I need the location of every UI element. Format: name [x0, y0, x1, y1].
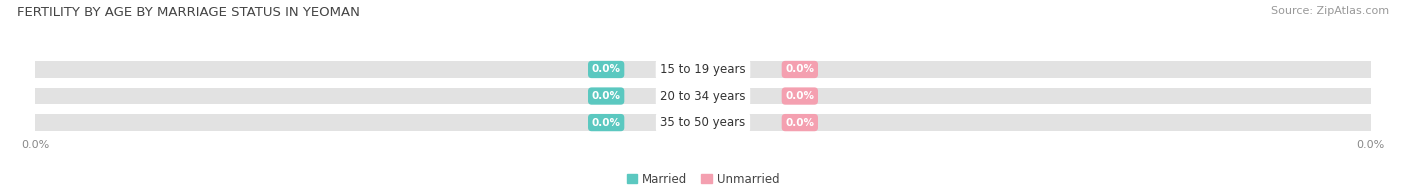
- Text: 0.0%: 0.0%: [786, 118, 814, 128]
- Text: Source: ZipAtlas.com: Source: ZipAtlas.com: [1271, 6, 1389, 16]
- Text: 20 to 34 years: 20 to 34 years: [661, 90, 745, 103]
- Text: 0.0%: 0.0%: [592, 91, 620, 101]
- Text: 0.0%: 0.0%: [592, 118, 620, 128]
- Legend: Married, Unmarried: Married, Unmarried: [621, 168, 785, 191]
- Text: 0.0%: 0.0%: [592, 64, 620, 74]
- Text: 0.0%: 0.0%: [786, 91, 814, 101]
- Text: FERTILITY BY AGE BY MARRIAGE STATUS IN YEOMAN: FERTILITY BY AGE BY MARRIAGE STATUS IN Y…: [17, 6, 360, 19]
- Text: 35 to 50 years: 35 to 50 years: [661, 116, 745, 129]
- Bar: [35, 88, 1371, 104]
- Bar: [35, 61, 1371, 78]
- Text: 0.0%: 0.0%: [786, 64, 814, 74]
- Text: 15 to 19 years: 15 to 19 years: [661, 63, 745, 76]
- Bar: [35, 114, 1371, 131]
